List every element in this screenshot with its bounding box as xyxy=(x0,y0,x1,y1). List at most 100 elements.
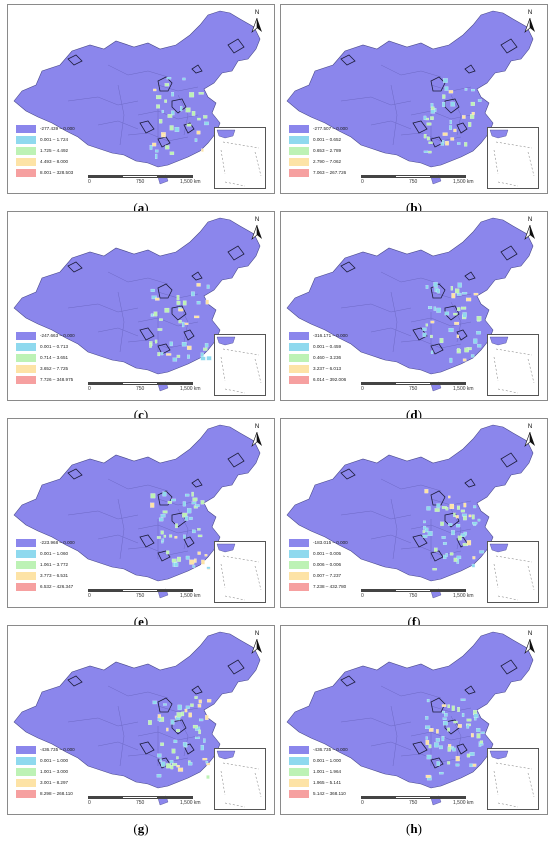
legend-swatch xyxy=(16,136,36,144)
legend-swatch xyxy=(16,539,36,547)
legend-swatch xyxy=(289,376,309,384)
caption-letter: e xyxy=(138,614,144,629)
legend-item: 7.726 – 348.975 xyxy=(16,376,86,385)
legend-label: 5.142 – 368.110 xyxy=(313,791,346,796)
legend-item: 3.773 – 6.531 xyxy=(16,572,86,581)
legend-label: -436.735 – 0.000 xyxy=(40,747,75,752)
legend: -183.015 – 0.000 0.001 – 0.005 0.006 – 0.0… xyxy=(289,539,359,594)
legend-swatch xyxy=(289,550,309,558)
legend-label: -316.171 – 0.000 xyxy=(313,333,348,338)
scale-bar: 0 750 1,500 km xyxy=(361,796,474,808)
legend-label: 6.532 – 426.347 xyxy=(40,584,74,589)
south-china-sea-inset xyxy=(214,127,266,189)
legend-swatch xyxy=(16,354,36,362)
panel-caption: (g) xyxy=(7,821,275,837)
legend-label: -223.968 – 0.000 xyxy=(40,540,75,545)
legend-swatch xyxy=(16,790,36,798)
scale-label: 750 xyxy=(409,800,418,806)
north-label: N xyxy=(527,424,533,430)
caption-paren: ( xyxy=(406,407,411,422)
scale-bar: 0 750 1,500 km xyxy=(361,589,474,601)
caption-paren: ( xyxy=(133,407,139,422)
legend-item: -436.735 – 0.000 xyxy=(289,746,359,755)
scale-bar-graphic xyxy=(88,589,193,592)
legend-label: 1.725 – 4.492 xyxy=(40,148,69,153)
legend-item: 7.238 – 432.780 xyxy=(289,583,359,592)
legend-item: 8.298 – 268.110 xyxy=(16,790,86,799)
legend-swatch xyxy=(289,561,309,569)
scale-label: 750 xyxy=(409,179,418,185)
scale-label: 0 xyxy=(88,593,91,599)
map-frame: N -247.663 – 0.000 0.001 – 0.713 0.714 – 3.… xyxy=(7,211,275,401)
legend-swatch xyxy=(289,746,309,754)
legend-swatch xyxy=(16,147,36,155)
caption-paren: ) xyxy=(417,407,422,422)
legend-label: 3.237 – 6.013 xyxy=(313,366,342,371)
north-label: N xyxy=(254,10,260,16)
caption-paren: ) xyxy=(144,200,149,215)
north-label: N xyxy=(527,217,533,223)
map-panel-e: N -223.968 – 0.000 0.001 – 1.060 1.061 – 3.… xyxy=(7,418,275,634)
scale-bar-graphic xyxy=(361,796,466,799)
legend-item: 5.142 – 368.110 xyxy=(289,790,359,799)
scale-bar: 0 750 1,500 km xyxy=(361,382,474,394)
legend-item: 1.001 – 3.000 xyxy=(16,768,86,777)
legend-label: 6.014 – 392.006 xyxy=(313,377,347,382)
legend-swatch xyxy=(289,583,309,591)
legend-label: 0.001 – 0.005 xyxy=(313,551,342,556)
legend-label: 7.238 – 432.780 xyxy=(313,584,347,589)
scale-label: 1,500 km xyxy=(453,179,474,185)
legend-label: 0.001 – 0.459 xyxy=(313,344,342,349)
scale-label: 0 xyxy=(361,179,364,185)
legend-swatch xyxy=(16,365,36,373)
china-choropleth-map xyxy=(13,631,261,806)
caption-paren: ) xyxy=(417,200,422,215)
north-arrow-icon: N xyxy=(523,424,537,447)
scale-label: 1,500 km xyxy=(453,593,474,599)
caption-letter: b xyxy=(410,200,418,215)
map-frame: N -436.735 – 0.000 0.001 – 1.000 1.001 – 1.… xyxy=(280,625,548,815)
legend-label: 1.001 – 3.000 xyxy=(40,769,69,774)
legend-swatch xyxy=(16,332,36,340)
legend-swatch xyxy=(16,746,36,754)
china-choropleth-map xyxy=(286,217,534,392)
caption-letter: d xyxy=(410,407,418,422)
panel-caption: (d) xyxy=(280,407,548,423)
legend-label: 0.001 – 1.060 xyxy=(40,551,69,556)
map-panel-b: N -277.507 – 0.000 0.001 – 0.652 0.653 – 2.… xyxy=(280,4,548,220)
legend-swatch xyxy=(289,539,309,547)
legend-item: 0.001 – 0.713 xyxy=(16,343,86,352)
legend-label: 3.652 – 7.725 xyxy=(40,366,69,371)
legend-item: 0.653 – 2.789 xyxy=(289,147,359,156)
scale-label: 750 xyxy=(409,593,418,599)
map-panel-h: N -436.735 – 0.000 0.001 – 1.000 1.001 – 1.… xyxy=(280,625,548,841)
north-arrow-icon: N xyxy=(250,217,264,240)
map-frame: N -183.015 – 0.000 0.001 – 0.005 0.006 – 0.… xyxy=(280,418,548,608)
legend-label: 0.460 – 3.236 xyxy=(313,355,342,360)
legend: -223.968 – 0.000 0.001 – 1.060 1.061 – 3.7… xyxy=(16,539,86,594)
north-label: N xyxy=(254,217,260,223)
south-china-sea-inset xyxy=(214,748,266,810)
scale-bar: 0 750 1,500 km xyxy=(88,796,201,808)
map-panel-f: N -183.015 – 0.000 0.001 – 0.005 0.006 – 0.… xyxy=(280,418,548,634)
legend-swatch xyxy=(289,768,309,776)
legend-swatch xyxy=(16,125,36,133)
north-label: N xyxy=(527,631,533,637)
legend-swatch xyxy=(289,343,309,351)
caption-paren: ) xyxy=(416,614,421,629)
south-china-sea-inset xyxy=(487,127,539,189)
legend-swatch xyxy=(289,332,309,340)
legend-item: 0.001 – 0.652 xyxy=(289,136,359,145)
legend-swatch xyxy=(289,572,309,580)
legend-label: 0.001 – 1.000 xyxy=(40,758,69,763)
scale-label: 750 xyxy=(136,386,145,392)
map-frame: N -277.507 – 0.000 0.001 – 0.652 0.653 – 2.… xyxy=(280,4,548,194)
china-choropleth-map xyxy=(13,424,261,599)
north-label: N xyxy=(254,424,260,430)
legend-item: 0.460 – 3.236 xyxy=(289,354,359,363)
legend-item: -436.735 – 0.000 xyxy=(16,746,86,755)
panel-caption: (h) xyxy=(280,821,548,837)
scale-label: 1,500 km xyxy=(180,593,201,599)
scale-bar-graphic xyxy=(88,175,193,178)
scale-bar-graphic xyxy=(361,382,466,385)
